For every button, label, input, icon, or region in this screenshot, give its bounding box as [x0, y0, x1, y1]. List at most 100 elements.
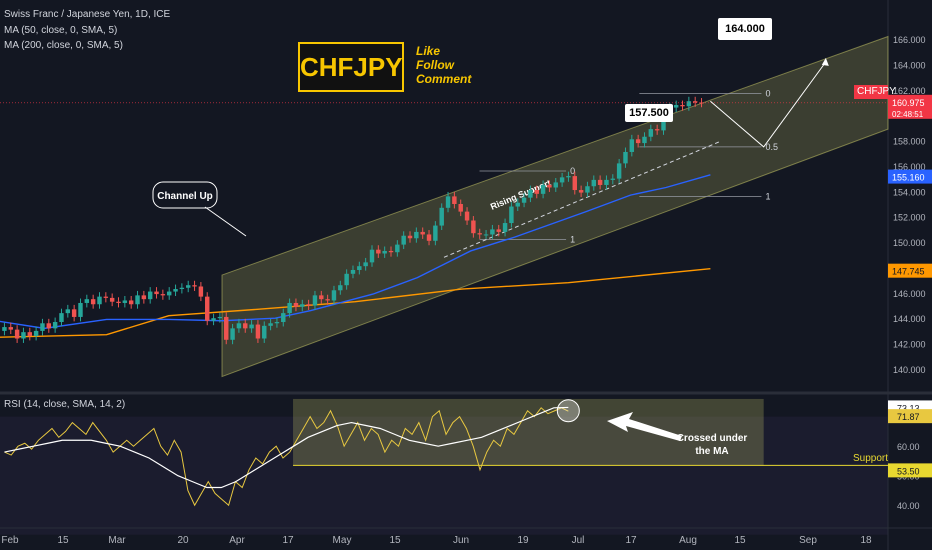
target-high-callout: 164.000 — [718, 18, 772, 40]
time-axis-label: 15 — [389, 535, 401, 546]
ma200-value-tag — [888, 263, 932, 278]
crossover-arrow — [607, 412, 682, 441]
candle-body — [109, 297, 115, 302]
candle-body — [458, 204, 463, 212]
time-axis-label: Sep — [799, 535, 817, 546]
candle-body — [2, 327, 7, 331]
candle-body — [205, 296, 210, 321]
price-axis-label: 146.000 — [893, 289, 926, 299]
candle-body — [490, 229, 495, 235]
ma50-line — [0, 174, 711, 330]
price-axis-label: 140.000 — [893, 365, 926, 375]
candle-body — [300, 304, 305, 307]
candle-body — [464, 211, 470, 221]
candle-body — [591, 179, 597, 187]
legend-ma50: MA (50, close, 0, SMA, 5) — [4, 25, 118, 36]
candle-body — [604, 179, 609, 185]
candle-body — [509, 206, 514, 224]
candle-body — [192, 285, 197, 287]
candle-body — [420, 231, 425, 235]
candle-body — [154, 291, 159, 295]
time-axis-label: Apr — [229, 535, 245, 546]
comment-text: Comment — [416, 72, 472, 86]
candle-body — [686, 101, 692, 107]
channel-up-pointer — [204, 206, 247, 237]
candle-body — [46, 323, 52, 329]
support-value-tag — [888, 463, 932, 478]
candle-body — [21, 332, 26, 339]
time-axis-label: May — [333, 535, 352, 546]
candle-body — [623, 151, 628, 164]
candle-body — [33, 330, 39, 336]
candle-body — [179, 287, 185, 290]
rsi-ma-value-label: 73.13 — [897, 403, 920, 413]
candle-body — [540, 184, 546, 194]
candle-body — [185, 285, 191, 288]
brand-slogan: Like Follow Comment — [416, 44, 471, 86]
candle-body — [71, 309, 77, 317]
candle-body — [680, 105, 685, 107]
time-axis-label: Feb — [1, 535, 19, 546]
candle-body — [198, 286, 204, 297]
price-axis-label: 158.000 — [893, 137, 926, 147]
fib-label-2: 1 — [765, 191, 770, 201]
candle-body — [357, 266, 362, 270]
candle-body — [376, 249, 381, 254]
candle-body — [629, 139, 635, 152]
candle-body — [97, 296, 102, 305]
candle-body — [116, 301, 121, 303]
candle-body — [642, 136, 647, 144]
candle-body — [230, 328, 235, 340]
candle-body — [515, 202, 520, 207]
candle-body — [84, 299, 90, 303]
fib-label-0: 0 — [765, 89, 770, 99]
candle-body — [344, 273, 349, 286]
time-axis-label: Aug — [679, 535, 697, 546]
candle-body — [281, 313, 286, 323]
candle-body — [585, 186, 590, 193]
price-axis-label: 144.000 — [893, 314, 926, 324]
rsi-range-box — [293, 398, 764, 466]
candle-body — [572, 176, 577, 191]
candle-body — [135, 295, 140, 305]
candle-body — [692, 101, 698, 103]
candle-body — [249, 324, 254, 329]
candle-body — [147, 291, 153, 300]
candle-body — [160, 294, 166, 296]
candle-body — [14, 329, 20, 339]
countdown-label: 02:48:51 — [892, 110, 924, 119]
candle-body — [566, 176, 571, 178]
projection-arrowhead — [821, 57, 829, 66]
candle-body — [312, 295, 318, 306]
time-axis-label: 15 — [734, 535, 746, 546]
time-axis-label: 17 — [282, 535, 294, 546]
rsi-value-label: 71.87 — [897, 412, 920, 422]
candle-body — [648, 129, 654, 137]
candle-body — [217, 316, 223, 319]
price-axis-label: 152.000 — [893, 213, 926, 223]
candle-body — [141, 295, 147, 300]
brand-logo: CHFJPY — [298, 42, 404, 92]
candle-body — [331, 290, 337, 301]
candle-body — [274, 322, 280, 324]
rsi-axis-label: 40.00 — [897, 501, 920, 511]
candle-body — [559, 177, 565, 183]
time-axis-label: 19 — [517, 535, 529, 546]
price-axis-label: 166.000 — [893, 35, 926, 45]
candle-body — [173, 289, 178, 292]
candle-body — [243, 323, 248, 329]
candle-body — [338, 285, 343, 291]
rsi-line — [4, 407, 569, 507]
candle-body — [65, 309, 71, 314]
price-axis-label: 142.000 — [893, 340, 926, 350]
time-axis-label: Mar — [108, 535, 126, 546]
legend-ma200: MA (200, close, 0, SMA, 5) — [4, 40, 123, 51]
crossed-label-line1: Crossed under — [677, 433, 748, 444]
candle-body — [597, 179, 603, 185]
candle-body — [407, 235, 413, 239]
candle-body — [528, 190, 533, 198]
legend-rsi: RSI (14, close, SMA, 14, 2) — [4, 399, 126, 410]
target-mid-callout: 157.500 — [625, 104, 673, 122]
candle-body — [654, 129, 660, 131]
